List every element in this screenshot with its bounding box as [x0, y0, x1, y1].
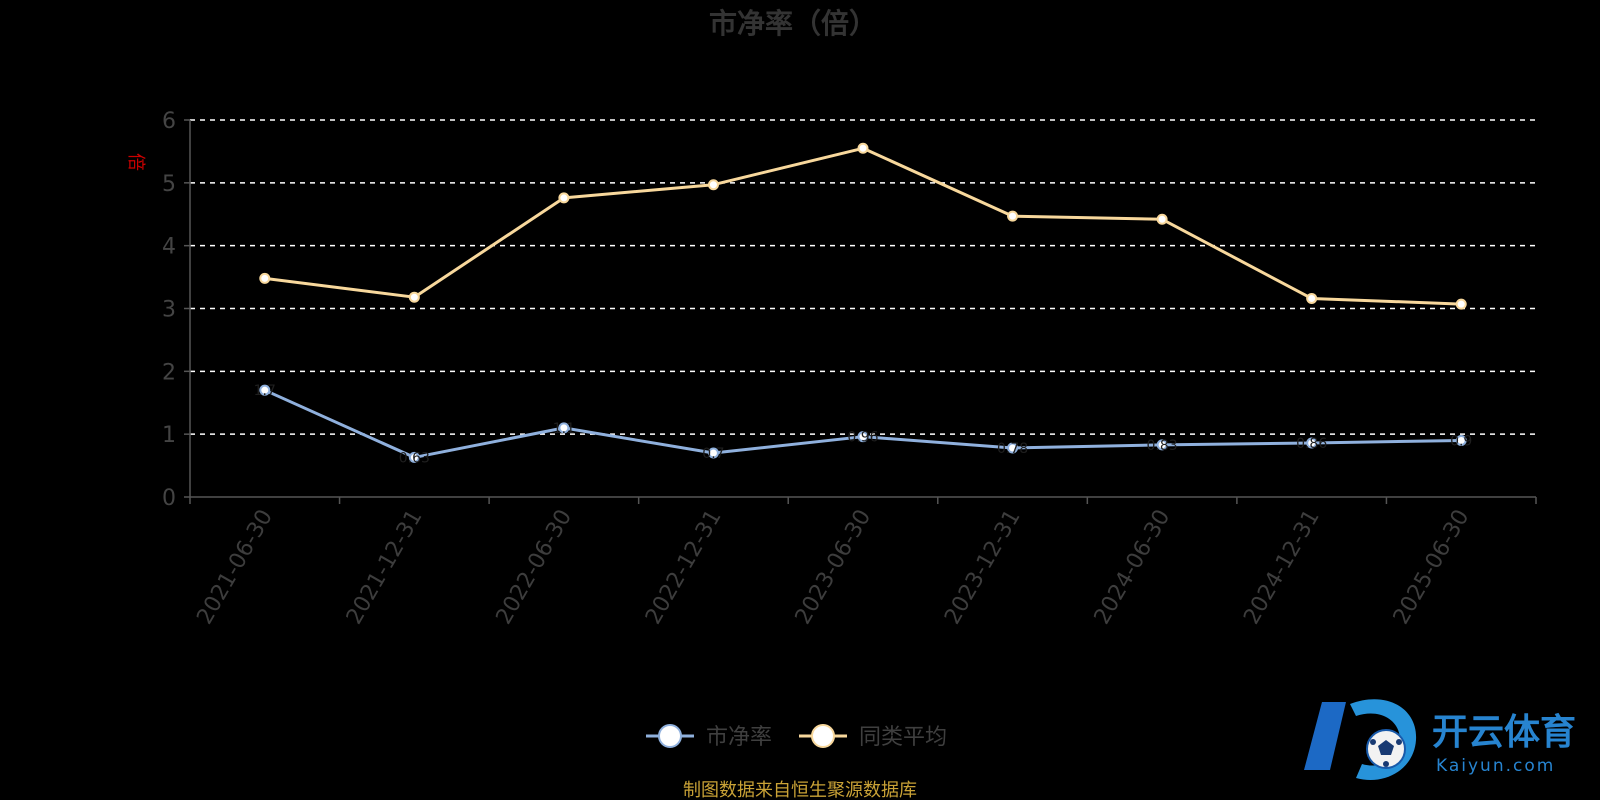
y-tick-label: 4 — [162, 235, 176, 260]
series-lines — [259, 142, 1467, 463]
y-tick-label: 2 — [162, 360, 176, 385]
y-tick-label: 6 — [162, 109, 176, 134]
x-tick-label: 2024-12-31 — [1239, 506, 1325, 629]
brand-name-en: Kaiyun.com — [1436, 756, 1555, 776]
data-point[interactable] — [408, 291, 420, 303]
data-label: 0.7 — [702, 446, 724, 462]
soccer-ball-k-logo-icon — [1304, 699, 1417, 781]
data-label: 0.9 — [1450, 433, 1472, 449]
data-point[interactable] — [259, 384, 271, 396]
x-axis-ticks: 2021-06-30 2021-12-31 2022-06-30 2022-12-31… — [189, 497, 1537, 629]
data-point[interactable] — [558, 422, 570, 434]
data-label: 0.83 — [1147, 438, 1178, 454]
data-point[interactable] — [259, 272, 271, 284]
data-point[interactable] — [1007, 210, 1019, 222]
legend-item-pb[interactable]: 市净率 — [646, 724, 772, 750]
legend-swatch-marker — [811, 724, 835, 748]
y-axis-unit-label: 倍 — [125, 153, 146, 171]
data-point[interactable] — [857, 431, 869, 443]
data-point[interactable] — [1156, 439, 1168, 451]
data-label: 1.7 — [254, 383, 276, 399]
y-tick-label: 3 — [162, 298, 176, 323]
legend-label-pb: 市净率 — [706, 725, 772, 750]
data-point[interactable] — [707, 447, 719, 459]
y-tick-label: 0 — [162, 486, 176, 511]
data-point[interactable] — [1306, 437, 1318, 449]
y-tick-label: 1 — [162, 423, 176, 448]
gridlines — [190, 119, 1536, 435]
data-label: 0.63 — [399, 450, 430, 466]
legend-item-peer-average[interactable]: 同类平均 — [799, 724, 947, 750]
legend: 市净率 同类平均 — [646, 724, 947, 750]
data-point[interactable] — [1455, 434, 1467, 446]
brand-name-cn: 开云体育 — [1432, 712, 1576, 753]
data-label: 0.86 — [1296, 436, 1327, 452]
series-line-1 — [264, 146, 1462, 306]
chart-title: 市净率（倍） — [709, 7, 877, 40]
data-label: 1.1 — [553, 421, 575, 437]
x-tick-label: 2022-12-31 — [641, 506, 727, 629]
data-labels: 1.7 0.63 1.1 0.7 0.96 0.78 0.83 0.86 0.9 — [254, 383, 1473, 466]
y-tick-label: 5 — [162, 172, 176, 197]
x-tick-label: 2022-06-30 — [492, 506, 578, 629]
legend-swatch-marker — [658, 724, 682, 748]
data-label: 0.96 — [847, 430, 878, 446]
x-tick-label: 2021-12-31 — [342, 506, 428, 629]
x-tick-label: 2023-06-30 — [791, 506, 877, 629]
data-point[interactable] — [1455, 298, 1467, 310]
data-point[interactable] — [707, 179, 719, 191]
data-label: 0.78 — [997, 441, 1028, 457]
x-tick-label: 2024-06-30 — [1090, 506, 1176, 629]
x-tick-label: 2025-06-30 — [1389, 506, 1475, 629]
x-tick-label: 2021-06-30 — [192, 506, 278, 629]
data-point[interactable] — [857, 142, 869, 154]
data-point[interactable] — [1156, 213, 1168, 225]
data-point[interactable] — [1306, 292, 1318, 304]
y-axis-ticks: 0 1 2 3 4 5 6 — [162, 109, 190, 511]
brand-watermark: 开云体育 Kaiyun.com — [1304, 699, 1576, 781]
data-point[interactable] — [558, 192, 570, 204]
x-tick-label: 2023-12-31 — [940, 506, 1026, 629]
legend-label-peer-average: 同类平均 — [859, 725, 947, 750]
data-source-note: 制图数据来自恒生聚源数据库 — [683, 780, 917, 800]
data-point[interactable] — [1007, 442, 1019, 454]
data-point[interactable] — [408, 451, 420, 463]
series-line-0 — [264, 388, 1462, 459]
